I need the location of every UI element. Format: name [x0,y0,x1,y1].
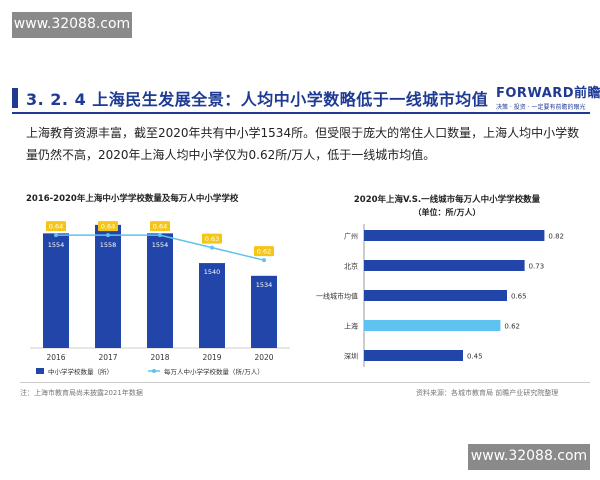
category-label: 北京 [344,262,358,271]
bar-2017 [95,224,121,348]
x-tick-label: 2017 [98,353,117,362]
title-accent-bar [12,88,18,108]
watermark-bottom-right: www.32088.com [468,444,590,470]
line-value-label: 0.64 [153,223,167,231]
footnote: 注：上海市教育局尚未披露2021年数据 [20,389,143,397]
bar-value-label: 0.73 [529,263,545,271]
chart-title: 2020年上海V.S.一线城市每万人中小学学校数量 [354,194,541,205]
data-source: 资料来源：各城市教育局 前瞻产业研究院整理 [416,389,559,397]
line-label-box [150,221,170,232]
chart-school-count-trend: 2016-2020年上海中小学学校数量及每万人中小学学校 2016 2017 2018… [26,193,290,376]
category-label: 一线城市均值 [316,292,358,301]
bar-广州 [364,230,545,241]
bar-一线城市均值 [364,290,507,301]
bar-上海 [364,320,501,331]
chart-subtitle: （单位：所/万人） [414,207,481,217]
forward-logo: FORWARD前瞻 决策 · 投资 · 一定要有前瞻的眼光 [496,82,600,111]
bar-value-label: 0.45 [467,353,483,361]
bar-value-label: 0.62 [504,323,520,331]
bar-北京 [364,260,525,271]
line-point [106,233,110,238]
legend-line-dot [152,369,156,373]
line-point [210,245,214,250]
category-label: 上海 [344,322,358,331]
line-point [262,258,266,263]
x-tick-label: 2016 [46,353,65,362]
footer-divider [20,382,590,383]
category-label: 广州 [344,232,358,241]
line-value-label: 0.64 [49,223,63,231]
line-label-box [202,233,222,244]
chart-city-comparison: 2020年上海V.S.一线城市每万人中小学学校数量 （单位：所/万人） 广州 0.82… [316,194,564,367]
legend-bar-label: 中小学学校数量（所） [48,367,113,376]
bar-深圳 [364,350,463,361]
bar-value-label: 0.82 [548,233,564,241]
logo-main-text: FORWARD前瞻 [496,86,600,101]
bar-value-label: 0.65 [511,293,527,301]
x-tick-label: 2018 [150,353,169,362]
title-divider [12,112,590,114]
line-label-box [98,221,118,232]
logo-slogan: 决策 · 投资 · 一定要有前瞻的眼光 [496,104,586,111]
bar-value-label: 1534 [256,281,273,289]
bar-value-label: 1554 [152,241,169,249]
bar-value-label: 1558 [100,241,117,249]
bar-2018 [147,233,173,348]
legend-bar-swatch [36,368,44,374]
line-value-label: 0.62 [257,248,271,256]
line-label-box [254,246,274,257]
category-label: 深圳 [344,352,358,361]
watermark-top-left: www.32088.com [12,12,132,38]
line-value-label: 0.63 [205,235,219,243]
legend-line-label: 每万人中小学学校数量（所/万人） [164,367,264,376]
bar-value-label: 1554 [48,241,65,249]
line-value-label: 0.64 [101,223,115,231]
line-point [54,233,58,238]
bar-2019 [199,263,225,348]
bar-value-label: 1540 [204,268,221,276]
line-label-box [46,221,66,232]
line-point [158,233,162,238]
chart-title: 2016-2020年上海中小学学校数量及每万人中小学学校 [26,193,239,204]
intro-paragraph: 上海教育资源丰富，截至2020年共有中小学1534所。但受限于庞大的常住人口数量… [26,126,580,162]
page-title: 3. 2. 4 上海民生发展全景：人均中小学数略低于一线城市均值 [26,90,489,109]
bar-2020 [251,275,277,348]
x-tick-label: 2020 [254,353,273,362]
x-tick-label: 2019 [202,353,221,362]
bar-2016 [43,233,69,348]
